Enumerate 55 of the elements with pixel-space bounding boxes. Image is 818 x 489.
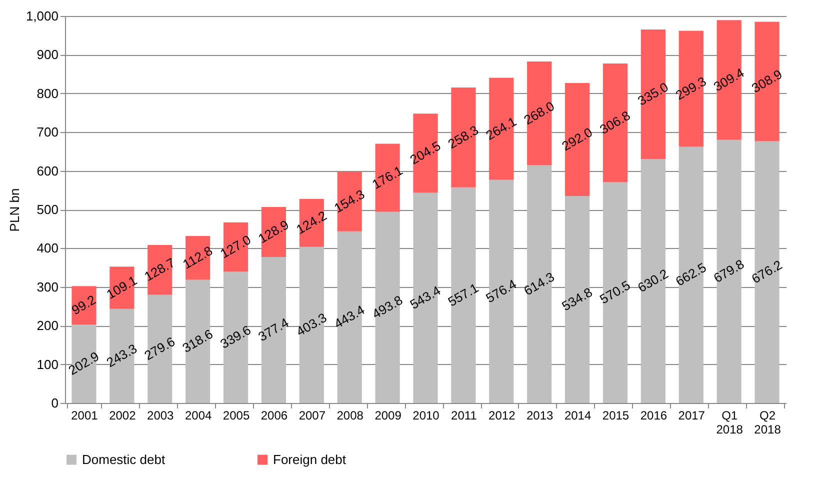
x-tick-label: 2009 [374, 408, 402, 422]
x-tick-label: Q1 2018 [716, 408, 744, 436]
data-label: 630.2 [635, 266, 671, 296]
data-label: 534.8 [559, 284, 595, 314]
legend-label: Foreign debt [273, 452, 346, 467]
data-label: 443.4 [332, 302, 368, 332]
x-tick-label: 2017 [678, 408, 706, 422]
data-label: 557.1 [445, 280, 482, 310]
data-label: 99.2 [69, 292, 98, 318]
x-tick-label: Q2 2018 [754, 408, 782, 436]
legend-label: Domestic debt [82, 452, 166, 467]
x-tick-label: 2013 [526, 408, 554, 422]
bar [223, 222, 248, 272]
x-tick-label: 2007 [298, 408, 326, 422]
y-tick-label: 0 [51, 396, 58, 410]
data-label: 339.6 [218, 322, 254, 352]
x-tick-label: 2012 [488, 408, 516, 422]
y-tick-label: 300 [36, 279, 58, 294]
data-label: 662.5 [673, 260, 709, 290]
x-tick-label: 2001 [71, 408, 98, 422]
x-tick-label: 2014 [564, 408, 592, 422]
y-tick-label: 600 [36, 163, 58, 178]
x-tick-label: 2005 [222, 408, 250, 422]
data-label: 306.8 [597, 108, 633, 138]
data-label: 403.3 [294, 310, 330, 340]
data-label: 676.2 [748, 257, 785, 286]
data-label: 335.0 [635, 79, 671, 108]
x-tick-label: 2006 [260, 408, 288, 422]
y-tick-label: 1,000 [26, 8, 58, 24]
y-tick-label: 900 [36, 47, 58, 62]
bar [261, 207, 286, 257]
x-tick-label: 2008 [336, 408, 364, 422]
x-tick-label: 2011 [451, 408, 478, 422]
x-tick-label: 2002 [109, 408, 136, 422]
data-label: 308.9 [748, 66, 785, 96]
y-tick-label: 100 [36, 356, 58, 372]
data-label: 576.4 [483, 276, 519, 306]
y-tick-label: 800 [36, 86, 58, 101]
data-label: 493.8 [369, 292, 406, 322]
x-tick-label: 2004 [184, 408, 212, 422]
data-label: 377.4 [256, 314, 292, 344]
data-label: 679.8 [710, 256, 747, 286]
bar [72, 286, 96, 324]
data-label: 318.6 [180, 326, 216, 356]
x-tick-label: 2003 [147, 408, 174, 422]
y-axis-title: PLN bn [6, 188, 22, 232]
data-label: 614.3 [521, 269, 557, 298]
y-tick-label: 700 [36, 124, 58, 140]
x-tick-label: 2010 [412, 408, 440, 422]
y-tick-label: 200 [36, 318, 58, 334]
data-label: 309.4 [710, 64, 747, 94]
y-tick-label: 500 [36, 202, 58, 217]
x-tick-label: 2015 [602, 408, 630, 422]
x-tick-label: 2016 [640, 408, 668, 422]
y-tick-label: 400 [36, 240, 58, 256]
